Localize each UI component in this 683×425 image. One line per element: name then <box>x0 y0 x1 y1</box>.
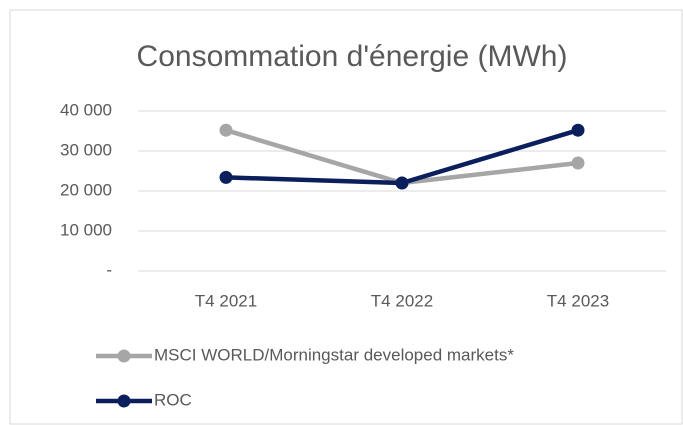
series-line <box>225 128 579 186</box>
chart-frame <box>9 9 683 425</box>
y-tick-label: 10 000 <box>60 220 112 239</box>
y-tick-label: 40 000 <box>60 100 112 119</box>
y-tick-label: - <box>106 260 112 279</box>
y-tick-label: 20 000 <box>60 180 112 199</box>
x-tick-label: T4 2022 <box>371 291 433 310</box>
series-line <box>225 128 579 186</box>
data-point <box>571 156 585 170</box>
x-tick-label: T4 2023 <box>547 291 609 310</box>
data-point <box>571 123 585 137</box>
chart-title: Consommation d'énergie (MWh) <box>137 40 568 73</box>
x-tick-label: T4 2021 <box>195 291 257 310</box>
y-tick-label: 30 000 <box>60 140 112 159</box>
data-point <box>219 170 233 184</box>
legend-marker <box>117 349 131 363</box>
legend-marker <box>117 394 131 408</box>
legend-label: ROC <box>154 390 192 409</box>
data-point <box>395 176 409 190</box>
data-point <box>219 123 233 137</box>
legend-label: MSCI WORLD/Morningstar developed markets… <box>154 345 514 364</box>
